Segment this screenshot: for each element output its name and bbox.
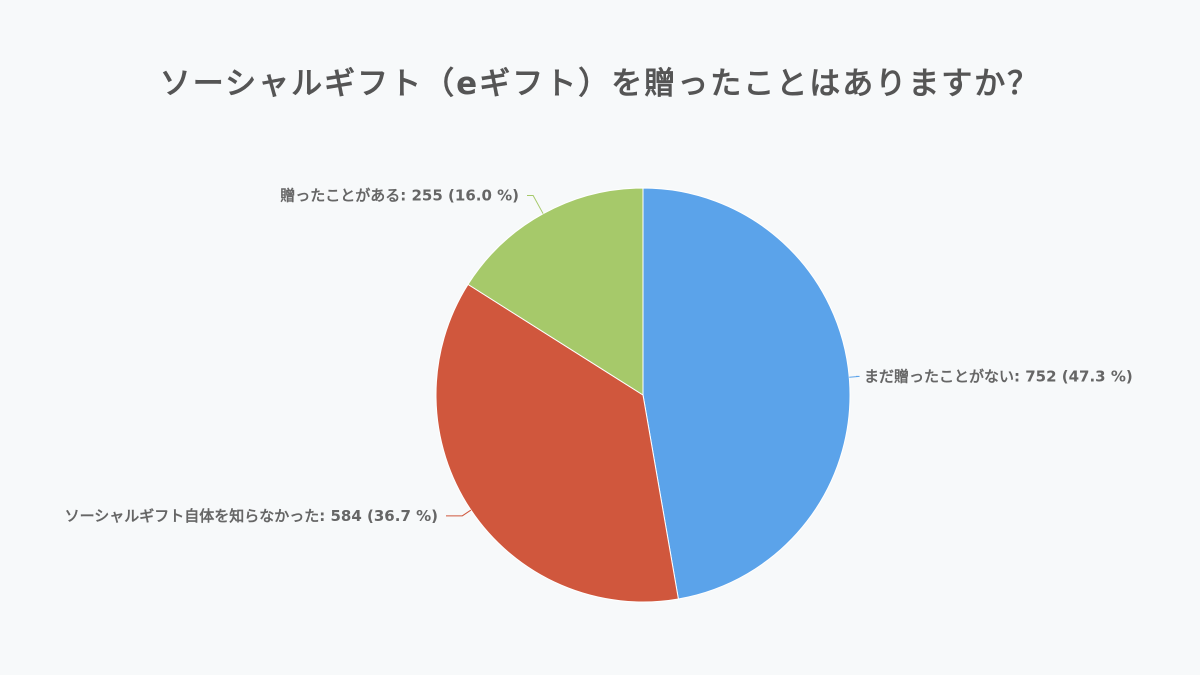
slice-label-2: ソーシャルギフト自体を知らなかった: 584 (36.7 %) <box>65 507 438 525</box>
leader-line-3 <box>527 195 544 214</box>
slice-label-1: まだ贈ったことがない: 752 (47.3 %) <box>864 367 1133 385</box>
leader-line-1 <box>849 375 860 378</box>
slice-labels: まだ贈ったことがない: 752 (47.3 %) ソーシャルギフト自体を知らなかっ… <box>65 187 1133 525</box>
slice-label-3: 贈ったことがある: 255 (16.0 %) <box>280 187 519 205</box>
leader-lines <box>446 195 860 517</box>
pie-slice-3 <box>467 187 644 396</box>
pie-slice-1 <box>642 187 851 600</box>
pie-slice-2 <box>435 283 679 603</box>
chart-title: ソーシャルギフト（eギフト）を贈ったことはありますか？ <box>159 66 1041 102</box>
leader-line-2 <box>446 509 472 517</box>
pie-slices <box>435 187 851 603</box>
